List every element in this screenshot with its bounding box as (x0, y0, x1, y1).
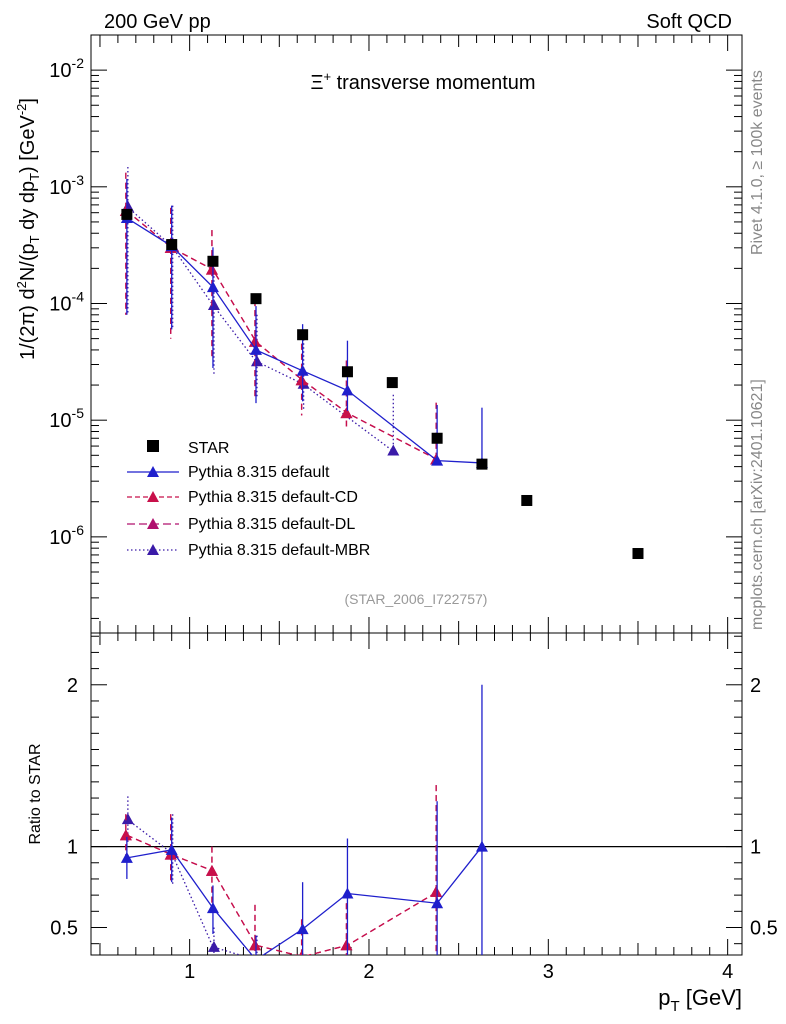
ratio-point (119, 829, 132, 841)
legend-label-default: Pythia 8.315 default (188, 464, 330, 481)
data-point (206, 281, 219, 293)
ratio-point (206, 902, 219, 914)
mcplots-label: mcplots.cern.ch [arXiv:2401.10621] (749, 379, 766, 630)
data-point (297, 329, 309, 341)
legend-marker-cd (147, 491, 159, 502)
data-point (476, 458, 488, 470)
rivet-label: Rivet 4.1.0, ≥ 100k events (749, 70, 766, 255)
xtick-label: 2 (363, 961, 374, 983)
ratio-ytick-label-left: 0.5 (50, 917, 78, 939)
series-pythia-8-315-default (120, 178, 488, 468)
data-point (431, 454, 444, 466)
ratio-pythia-8-315-default-dl (119, 785, 443, 955)
legend-label-mbr: Pythia 8.315 default-MBR (188, 542, 370, 559)
data-point (207, 299, 220, 311)
ratio-xlabel: pT [GeV] (658, 985, 742, 1015)
data-point (207, 255, 219, 267)
series-star (121, 208, 644, 560)
data-point (341, 384, 354, 396)
ratio-ytick-label-left: 1 (67, 837, 78, 859)
legend-marker-star (147, 440, 159, 452)
data-point (295, 374, 308, 386)
data-point (340, 407, 353, 419)
main-ytick-label: 10-2 (49, 55, 84, 82)
ratio-pythia-8-315-default-cd (119, 785, 443, 955)
legend-label-star: STAR (188, 440, 229, 457)
main-ytick-labels: 10-6 10-5 10-4 10-3 10-2 (49, 55, 84, 549)
series-pythia-8-315-default-dl (119, 172, 443, 465)
main-ytick-label: 10-5 (49, 405, 84, 432)
series-line (126, 217, 482, 464)
data-point (249, 343, 262, 355)
main-ylabel: 1/(2π) d2N/(pT dy dpT) [GeV-2] (14, 98, 42, 360)
ratio-tick-labels: 0.5 0.5 1 1 2 2 1 2 3 4 (50, 675, 778, 983)
ratio-point (207, 940, 220, 952)
ratio-pythia-8-315-default-mbr (121, 796, 258, 955)
ratio-ytick-label-left: 2 (67, 675, 78, 697)
ratio-ytick-label-right: 2 (750, 675, 761, 697)
header-right: Soft QCD (646, 11, 732, 33)
ratio-point (121, 813, 134, 825)
main-ytick-label: 10-6 (49, 522, 84, 549)
data-point (121, 208, 133, 220)
ratio-point (248, 939, 261, 951)
ratio-series (119, 684, 488, 955)
series-pythia-8-315-default-mbr (121, 166, 400, 456)
xtick-label: 1 (184, 961, 195, 983)
legend-marker-mbr (147, 544, 159, 555)
data-point (250, 293, 262, 305)
ratio-panel: 0.5 0.5 1 1 2 2 1 2 3 4 Ratio to STAR pT [GeV] (27, 632, 778, 1015)
data-point (205, 263, 218, 275)
ratio-point (341, 887, 354, 899)
ratio-ticks (91, 633, 742, 955)
main-ticks (91, 34, 742, 633)
data-point (521, 494, 533, 506)
ratio-point (256, 953, 258, 955)
ratio-point (165, 843, 178, 855)
data-point (166, 239, 178, 251)
ratio-point (205, 864, 218, 876)
data-point (386, 377, 398, 389)
xtick-label: 4 (722, 961, 733, 983)
ratio-line (126, 818, 243, 955)
legend-label-cd: Pythia 8.315 default-CD (188, 489, 358, 506)
data-point (296, 364, 309, 376)
xtick-label: 3 (543, 961, 554, 983)
main-ytick-label: 10-3 (49, 172, 84, 199)
legend-marker-dl (147, 518, 159, 529)
plot-title: Ξ+ transverse momentum (310, 69, 535, 94)
data-point (387, 444, 400, 456)
legend: STAR Pythia 8.315 default Pythia 8.315 d… (127, 440, 370, 559)
data-point (341, 366, 353, 378)
main-series (119, 166, 644, 560)
ratio-point (120, 851, 133, 863)
ratio-frame (90, 632, 743, 956)
ratio-point (340, 939, 353, 951)
series-line (126, 205, 393, 451)
legend-label-dl: Pythia 8.315 default-DL (188, 516, 355, 533)
header-left: 200 GeV pp (104, 11, 211, 33)
main-panel: 10-6 10-5 10-4 10-3 10-2 Ξ+ transverse momen… (14, 34, 743, 634)
legend-marker-default (147, 466, 159, 477)
ratio-point (255, 953, 257, 955)
ratio-point (430, 885, 443, 897)
ratio-point (296, 923, 309, 935)
ratio-ytick-label-right: 0.5 (750, 917, 778, 939)
data-point (250, 355, 263, 367)
data-point (431, 432, 443, 444)
ratio-ytick-label-right: 1 (750, 837, 761, 859)
ratio-line (126, 846, 483, 955)
data-point (632, 548, 644, 560)
series-pythia-8-315-default-cd (119, 172, 443, 465)
ratio-point (431, 897, 444, 909)
ratio-pythia-8-315-default (120, 684, 488, 955)
ratio-point (475, 840, 488, 852)
main-ytick-label: 10-4 (49, 288, 84, 315)
analysis-watermark: (STAR_2006_I722757) (345, 591, 488, 607)
ratio-ylabel: Ratio to STAR (27, 743, 44, 844)
